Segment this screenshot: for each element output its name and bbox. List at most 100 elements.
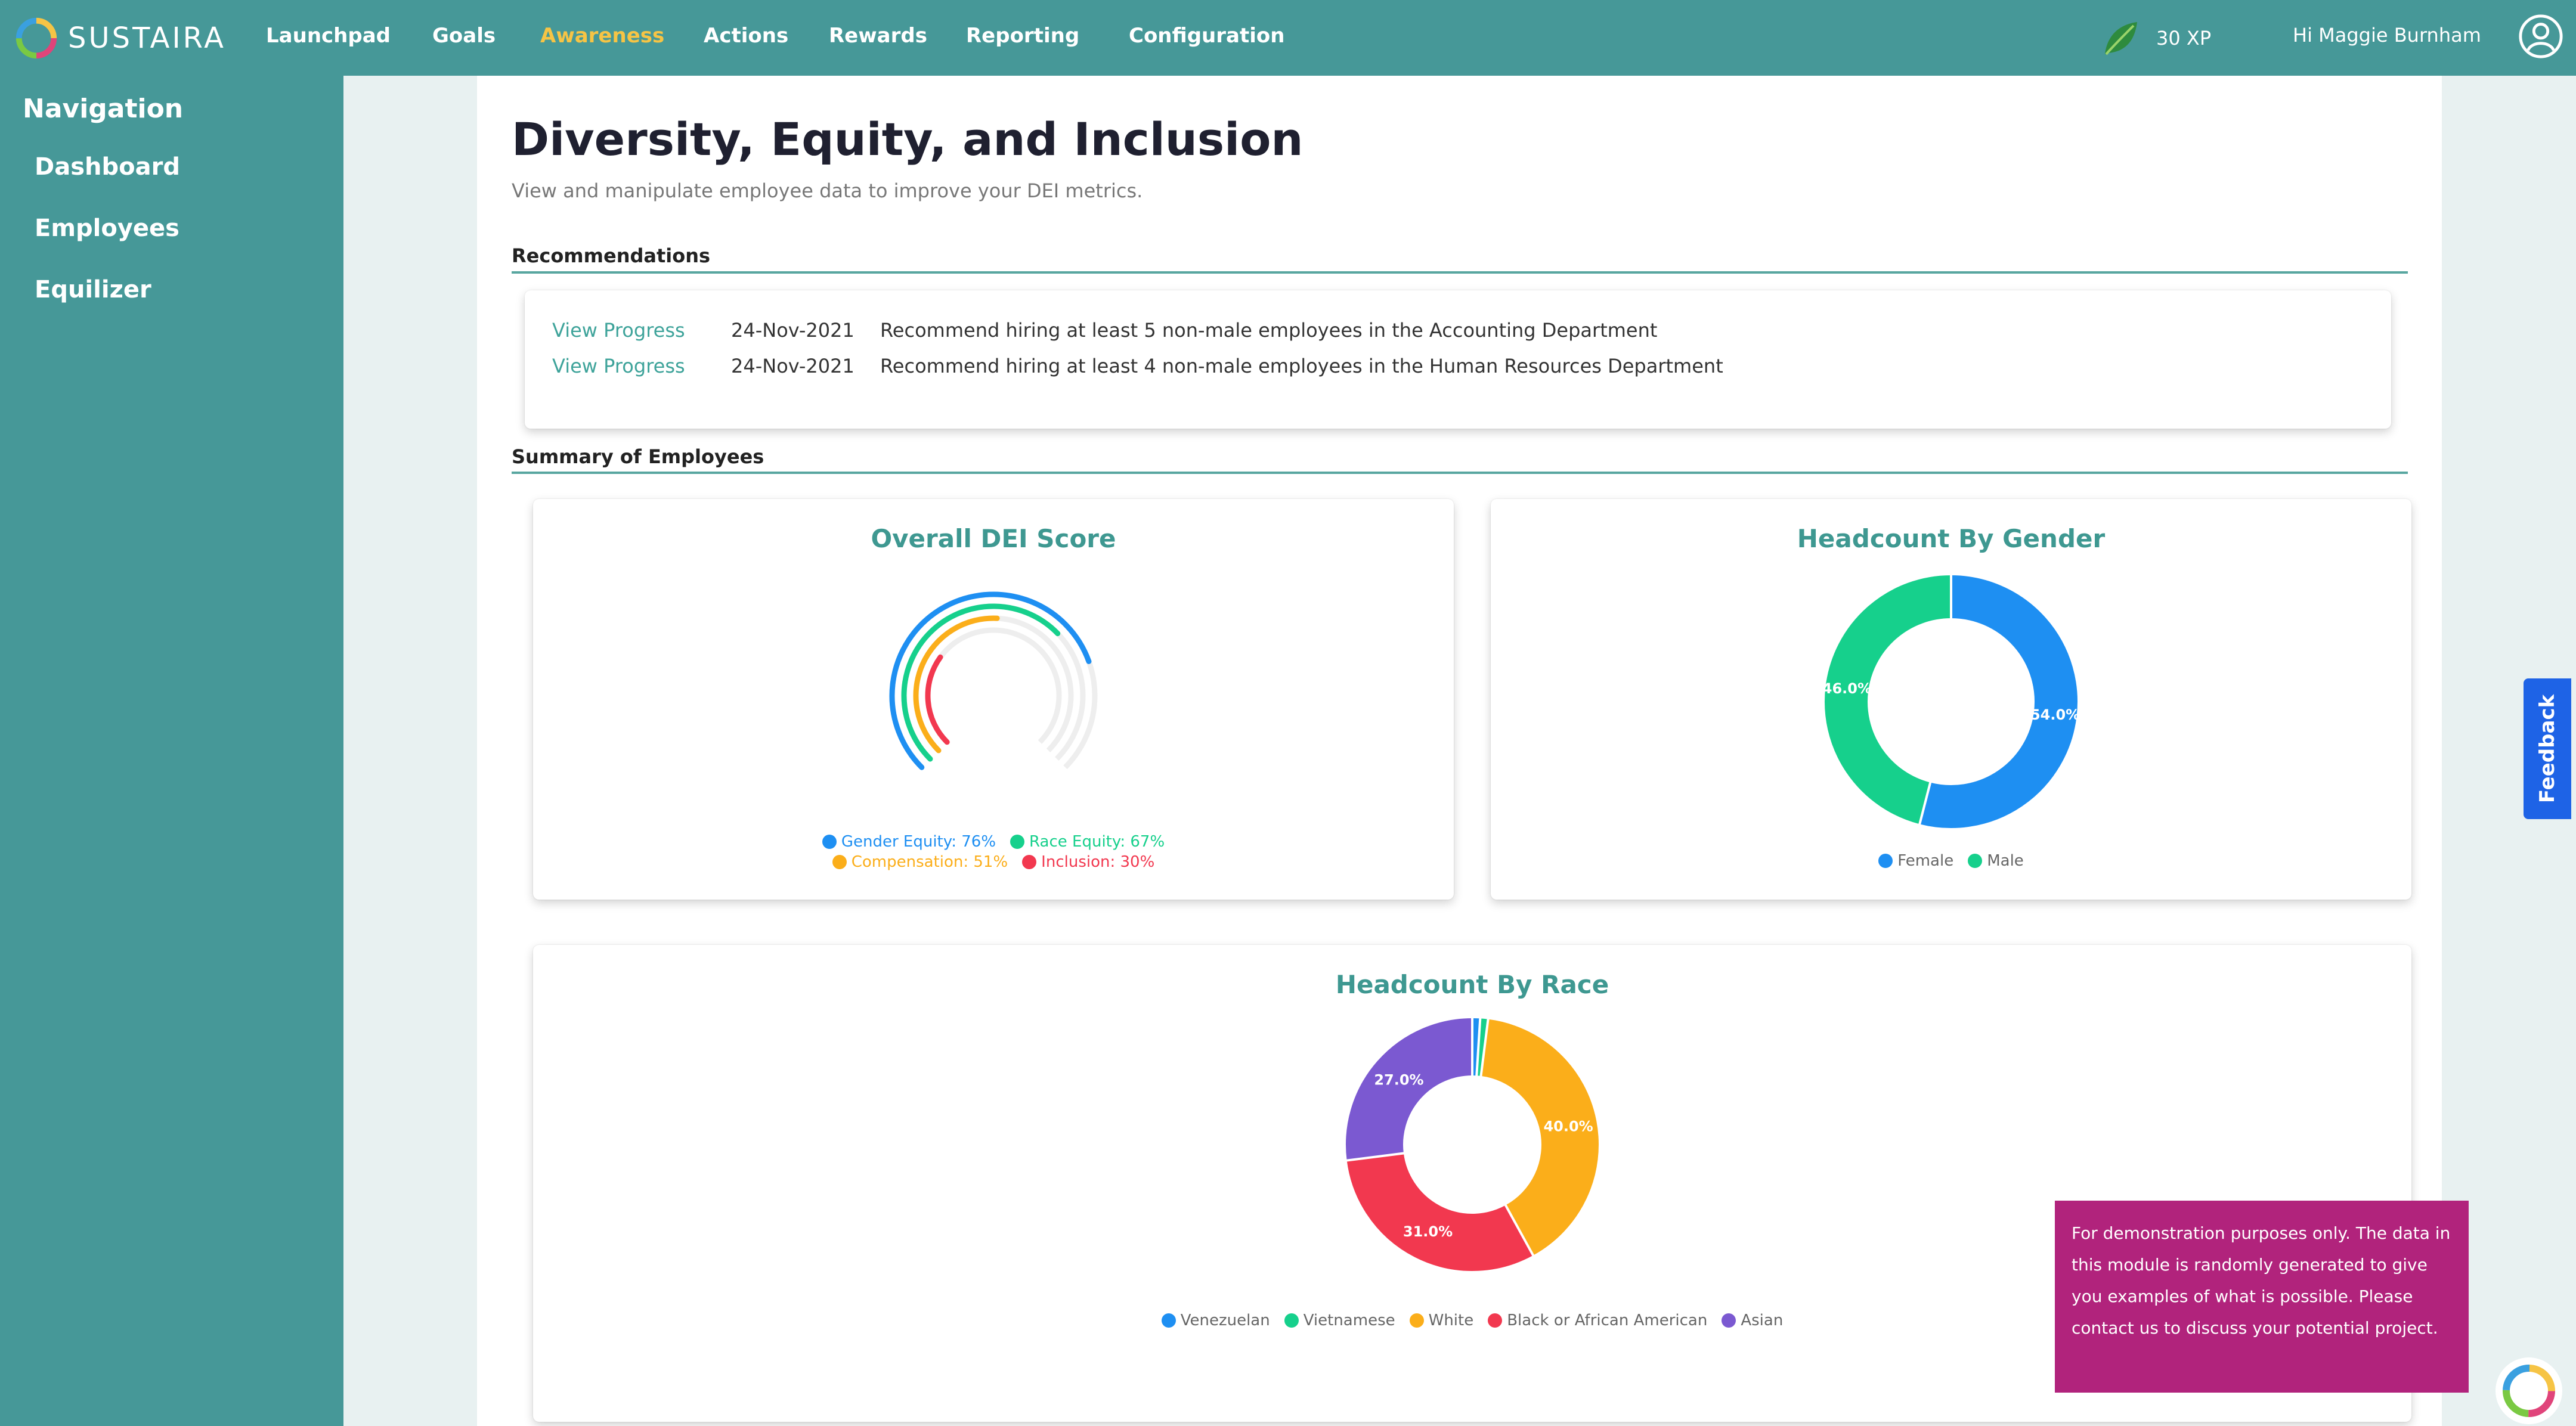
leaf-icon bbox=[2105, 22, 2137, 55]
legend-marker bbox=[1284, 1313, 1299, 1328]
legend-marker bbox=[822, 835, 837, 849]
chart-title: Headcount By Gender bbox=[1797, 524, 2106, 553]
chart-legend: Venezuelan Vietnamese White Black or Afr… bbox=[533, 1312, 2411, 1329]
donut-slice-white bbox=[1480, 1019, 1599, 1256]
feedback-tab[interactable]: Feedback bbox=[2524, 678, 2571, 819]
slice-separator bbox=[1504, 1203, 1535, 1257]
radial-bar-gender-equity bbox=[889, 591, 1092, 770]
legend-marker bbox=[1022, 855, 1037, 869]
recommendation-date: 24-Nov-2021 bbox=[731, 355, 854, 377]
user-greeting[interactable]: Hi Maggie Burnham bbox=[2293, 24, 2481, 46]
legend-label: Race Equity: 67% bbox=[1029, 833, 1165, 851]
legend-marker bbox=[832, 855, 847, 869]
slice-label: 27.0% bbox=[1374, 1072, 1423, 1089]
slice-label: 46.0% bbox=[1822, 680, 1872, 697]
chat-assistant-icon[interactable] bbox=[2493, 1355, 2565, 1426]
demo-notice: For demonstration purposes only. The dat… bbox=[2055, 1201, 2469, 1393]
donut-slice-male bbox=[1825, 575, 1952, 824]
summary-label: Summary of Employees bbox=[512, 445, 764, 468]
nav-reporting[interactable]: Reporting bbox=[966, 24, 1080, 48]
sidebar-item-equilizer[interactable]: Equilizer bbox=[35, 276, 151, 303]
dei-radial-chart bbox=[889, 591, 1098, 770]
legend-item-male[interactable]: Male bbox=[1968, 852, 2024, 870]
chart-legend: Compensation: 51% Inclusion: 30% bbox=[533, 853, 1454, 871]
legend-item-black-or-african-american[interactable]: Black or African American bbox=[1488, 1312, 1707, 1329]
xp-value: 30 XP bbox=[2156, 27, 2212, 49]
page-subtitle: View and manipulate employee data to imp… bbox=[512, 179, 1143, 202]
sidebar: Navigation Dashboard Employees Equilizer bbox=[0, 76, 343, 1426]
radial-bar-inclusion bbox=[925, 654, 950, 745]
gender-donut-chart: 54.0% 46.0% bbox=[1822, 574, 2080, 828]
radial-bar-compensation bbox=[913, 615, 1000, 754]
recommendation-date: 24-Nov-2021 bbox=[731, 319, 854, 342]
recommendation-row: View Progress 24-Nov-2021 Recommend hiri… bbox=[552, 355, 1723, 377]
legend-marker bbox=[1488, 1313, 1503, 1328]
legend-item-venezuelan[interactable]: Venezuelan bbox=[1161, 1312, 1270, 1329]
legend-marker bbox=[1968, 854, 1983, 868]
chart-legend: Female Male bbox=[1491, 852, 2411, 870]
slice-separator bbox=[1345, 1152, 1405, 1162]
divider bbox=[512, 472, 2408, 474]
legend-label: Black or African American bbox=[1507, 1312, 1708, 1329]
recommendations-card: View Progress 24-Nov-2021 Recommend hiri… bbox=[525, 290, 2391, 429]
logo-icon bbox=[16, 17, 57, 59]
legend-item-inclusion[interactable]: Inclusion: 30% bbox=[1022, 853, 1154, 871]
nav-rewards[interactable]: Rewards bbox=[829, 24, 927, 48]
legend-item-vietnamese[interactable]: Vietnamese bbox=[1284, 1312, 1395, 1329]
user-avatar-icon[interactable] bbox=[2518, 13, 2564, 60]
nav-goals[interactable]: Goals bbox=[432, 24, 496, 48]
chart-title: Headcount By Race bbox=[1335, 970, 1609, 999]
donut-slice-female bbox=[1919, 575, 2077, 828]
legend-label: Female bbox=[1897, 852, 1954, 870]
demo-notice-text: For demonstration purposes only. The dat… bbox=[2072, 1223, 2451, 1338]
nav-awareness[interactable]: Awareness bbox=[540, 24, 665, 48]
sidebar-item-dashboard[interactable]: Dashboard bbox=[35, 153, 180, 181]
nav-launchpad[interactable]: Launchpad bbox=[266, 24, 391, 48]
slice-label: 31.0% bbox=[1403, 1223, 1453, 1240]
legend-item-race-equity[interactable]: Race Equity: 67% bbox=[1010, 833, 1165, 851]
legend-marker bbox=[1010, 835, 1025, 849]
legend-marker bbox=[1161, 1313, 1176, 1328]
legend-item-asian[interactable]: Asian bbox=[1722, 1312, 1783, 1329]
legend-label: Gender Equity: 76% bbox=[841, 833, 996, 851]
recommendation-text: Recommend hiring at least 5 non-male emp… bbox=[880, 319, 1658, 342]
divider bbox=[512, 271, 2408, 274]
slice-label: 40.0% bbox=[1543, 1118, 1593, 1134]
xp-indicator[interactable]: 30 XP bbox=[2099, 16, 2211, 61]
recommendation-text: Recommend hiring at least 4 non-male emp… bbox=[880, 355, 1723, 377]
legend-item-compensation[interactable]: Compensation: 51% bbox=[832, 853, 1008, 871]
legend-label: Inclusion: 30% bbox=[1041, 853, 1155, 871]
view-progress-link[interactable]: View Progress bbox=[552, 319, 685, 342]
donut-slice-asian bbox=[1346, 1018, 1473, 1161]
page-title: Diversity, Equity, and Inclusion bbox=[512, 113, 1304, 166]
legend-marker bbox=[1878, 854, 1893, 868]
nav-actions[interactable]: Actions bbox=[704, 24, 789, 48]
recommendation-row: View Progress 24-Nov-2021 Recommend hiri… bbox=[552, 319, 1657, 342]
chart-title: Overall DEI Score bbox=[871, 524, 1116, 553]
legend-label: White bbox=[1428, 1312, 1474, 1329]
legend-label: Compensation: 51% bbox=[851, 853, 1008, 871]
radial-track bbox=[925, 627, 1062, 744]
slice-separator bbox=[1479, 1018, 1490, 1078]
view-progress-link[interactable]: View Progress bbox=[552, 355, 685, 377]
legend-label: Asian bbox=[1741, 1312, 1784, 1329]
legend-marker bbox=[1409, 1313, 1424, 1328]
app-logo[interactable]: SUSTAIRA bbox=[13, 13, 226, 63]
chart-legend: Gender Equity: 76% Race Equity: 67% bbox=[533, 833, 1454, 851]
slice-label: 54.0% bbox=[2030, 706, 2080, 723]
donut-slice-black-or-african-american bbox=[1346, 1152, 1534, 1271]
recommendations-label: Recommendations bbox=[512, 244, 711, 267]
legend-label: Venezuelan bbox=[1180, 1312, 1270, 1329]
legend-item-white[interactable]: White bbox=[1409, 1312, 1474, 1329]
top-navigation-bar: SUSTAIRA Launchpad Goals Awareness Actio… bbox=[0, 0, 2576, 76]
slice-separator bbox=[1475, 1017, 1482, 1077]
nav-configuration[interactable]: Configuration bbox=[1129, 24, 1285, 48]
legend-item-gender-equity[interactable]: Gender Equity: 76% bbox=[822, 833, 996, 851]
legend-label: Male bbox=[1987, 852, 2024, 870]
feedback-label: Feedback bbox=[2535, 694, 2559, 804]
legend-item-female[interactable]: Female bbox=[1878, 852, 1953, 870]
sidebar-heading: Navigation bbox=[23, 94, 184, 124]
sidebar-item-employees[interactable]: Employees bbox=[35, 215, 179, 242]
race-donut-chart: 40.0% 31.0% 27.0% bbox=[1345, 1017, 1599, 1271]
dei-score-card: Overall DEI Score Gender Equity: 76% Rac… bbox=[533, 499, 1454, 900]
